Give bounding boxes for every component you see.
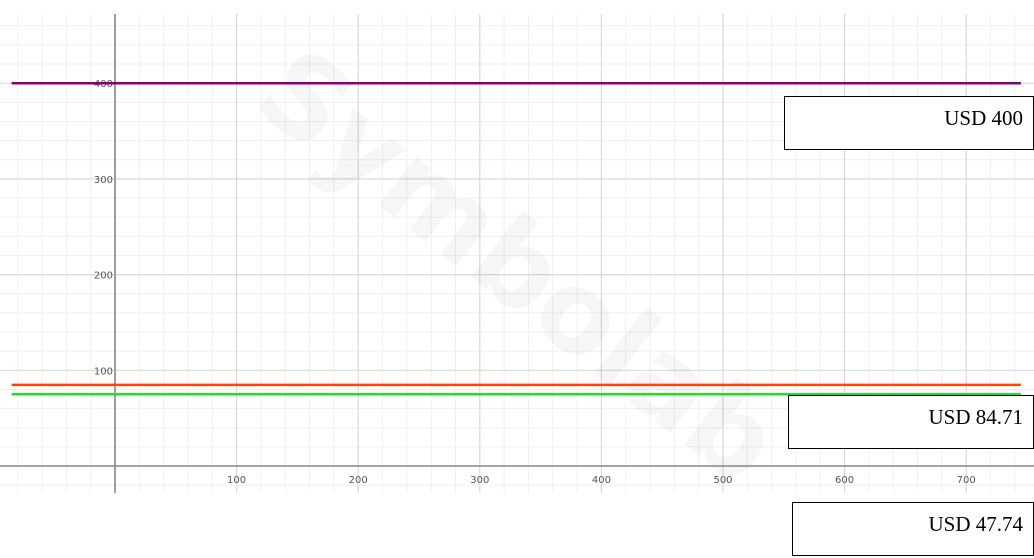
y-tick-label: 100 [94, 366, 113, 377]
x-tick-label: 300 [470, 475, 489, 486]
y-tick-label: 200 [94, 271, 113, 282]
watermark: Symbolab [233, 24, 803, 509]
x-tick-label: 100 [227, 475, 246, 486]
price-callout-84-71: USD 84.71 [788, 395, 1034, 449]
price-callout-47-74: USD 47.74 [792, 502, 1034, 556]
x-tick-label: 700 [957, 475, 976, 486]
price-callout-400: USD 400 [784, 96, 1034, 150]
x-tick-label: 600 [835, 475, 854, 486]
y-tick-label: 300 [94, 175, 113, 186]
x-tick-label: 400 [592, 475, 611, 486]
y-tick-label: 400 [94, 79, 113, 90]
x-tick-label: 500 [713, 475, 732, 486]
x-tick-label: 200 [349, 475, 368, 486]
